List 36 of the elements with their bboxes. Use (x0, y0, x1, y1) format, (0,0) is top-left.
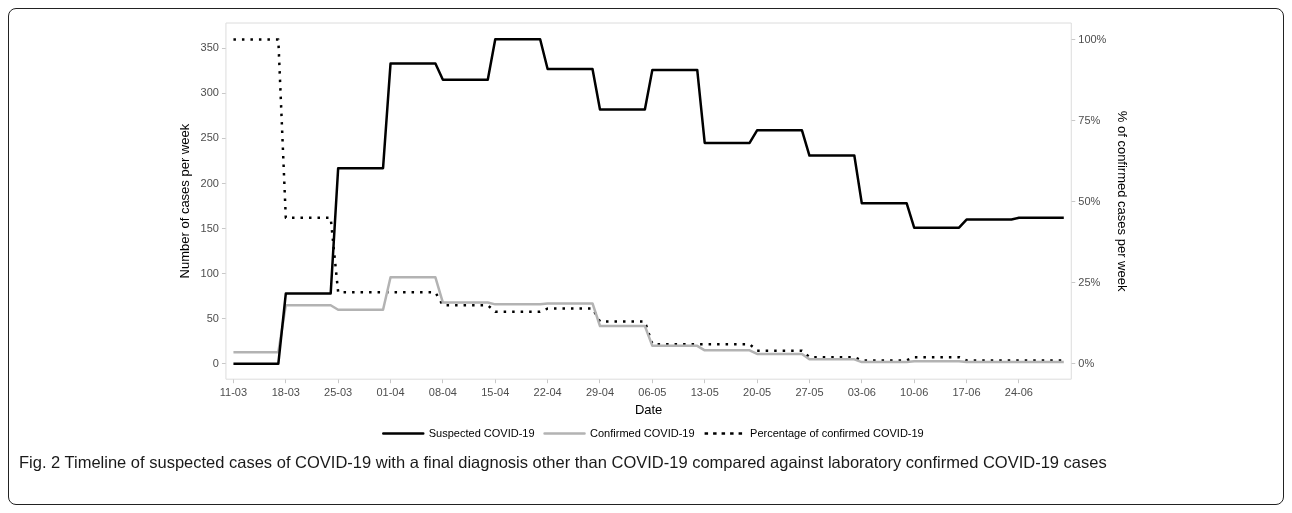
y-tick-label: 0 (212, 356, 219, 369)
y2-tick-label: 75% (1078, 113, 1101, 126)
y-tick-label: 300 (200, 86, 219, 99)
x-tick-label: 25-03 (324, 385, 353, 398)
x-tick-label: 10-06 (900, 385, 929, 398)
y-tick-label: 200 (200, 176, 219, 189)
x-tick-label: 06-05 (638, 385, 667, 398)
y2-axis-title: % of confirmed cases per week (1114, 110, 1130, 292)
x-tick-label: 18-03 (271, 385, 300, 398)
x-tick-label: 17-06 (952, 385, 981, 398)
legend-label: Suspected COVID-19 (428, 426, 535, 439)
caption: Fig. 2 Timeline of suspected cases of COVID-19 with a final diagnosis other than COVID-19 compared against laboratory confirmed COVID-19 cases (19, 452, 1108, 473)
x-tick-label: 20-05 (743, 385, 772, 398)
x-tick-label: 08-04 (428, 385, 457, 398)
y-axis-title: Number of cases per week (177, 123, 193, 279)
legend-label: Percentage of confirmed COVID-19 (750, 426, 924, 439)
x-tick-label: 27-05 (795, 385, 824, 398)
x-axis-title: Date (634, 401, 663, 417)
x-tick-label: 29-04 (585, 385, 615, 398)
x-tick-label: 01-04 (376, 385, 405, 398)
y-tick-label: 100 (200, 266, 219, 279)
x-tick-label: 24-06 (1004, 385, 1033, 398)
y-tick-label: 150 (200, 221, 219, 234)
y2-tick-label: 50% (1078, 194, 1101, 207)
x-tick-label: 03-06 (847, 385, 876, 398)
x-tick-label: 11-03 (219, 385, 248, 398)
legend-label: Confirmed COVID-19 (590, 426, 695, 439)
y2-tick-label: 0% (1078, 356, 1095, 369)
y-tick-label: 350 (200, 41, 219, 54)
y-tick-label: 250 (200, 131, 219, 144)
y2-tick-label: 25% (1078, 275, 1101, 288)
x-tick-label: 15-04 (481, 385, 510, 398)
y-tick-label: 50 (206, 311, 219, 324)
y2-tick-label: 100% (1078, 32, 1107, 45)
x-tick-label: 22-04 (533, 385, 562, 398)
x-tick-label: 13-05 (690, 385, 719, 398)
